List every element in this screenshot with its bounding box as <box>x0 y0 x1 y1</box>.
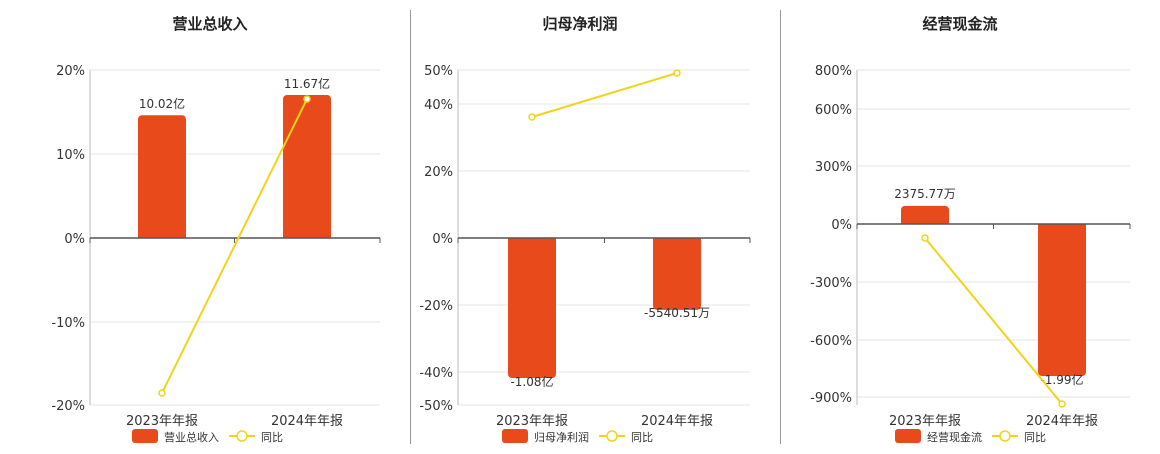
bar <box>138 115 186 238</box>
legend-bar-swatch <box>502 429 528 443</box>
y-tick-label: -600% <box>810 334 852 349</box>
y-tick-label: 20% <box>424 165 453 180</box>
legend-bar-swatch <box>132 429 158 443</box>
y-tick-label: 600% <box>815 103 852 118</box>
panel-divider <box>780 10 781 444</box>
bar <box>653 238 701 310</box>
y-tick-label: 20% <box>56 64 85 79</box>
chart-title: 归母净利润 <box>542 15 617 33</box>
bar <box>1038 224 1086 376</box>
y-tick-label: 50% <box>424 64 453 79</box>
legend-line-marker <box>236 430 248 442</box>
y-tick-label: 300% <box>815 160 852 175</box>
bar-value-label: 10.02亿 <box>139 96 185 111</box>
bar-value-label: 11.67亿 <box>284 76 330 91</box>
x-category-label: 2024年年报 <box>271 414 343 429</box>
chart-title: 经营现金流 <box>922 15 997 33</box>
panel-divider <box>410 10 411 444</box>
bar-base <box>508 238 556 244</box>
legend-line-label: 同比 <box>1024 431 1046 444</box>
yoy-point <box>921 234 929 242</box>
bar-value-label: 2375.77万 <box>894 187 956 201</box>
y-tick-label: 0% <box>432 232 453 247</box>
y-tick-label: 0% <box>64 232 85 247</box>
legend-bar-swatch <box>895 429 921 443</box>
legend-bar-label: 营业总收入 <box>164 430 219 444</box>
yoy-point <box>158 389 166 397</box>
x-category-label: 2023年年报 <box>889 414 961 429</box>
yoy-line <box>924 237 1063 405</box>
y-tick-label: -20% <box>51 399 85 414</box>
bar-base <box>1038 224 1086 230</box>
legend-line-marker <box>999 430 1011 442</box>
yoy-point <box>303 95 311 103</box>
yoy-line <box>531 72 678 118</box>
x-category-label: 2024年年报 <box>1026 414 1098 429</box>
bar-base <box>653 238 701 244</box>
chart-title: 营业总收入 <box>172 15 247 33</box>
y-tick-label: 800% <box>815 64 852 79</box>
bar-value-label: -5540.51万 <box>644 306 710 320</box>
bar <box>283 95 331 238</box>
x-category-label: 2024年年报 <box>641 414 713 429</box>
y-tick-label: -20% <box>419 299 453 314</box>
bar-base <box>283 232 331 238</box>
y-tick-label: -300% <box>810 276 852 291</box>
x-category-label: 2023年年报 <box>126 414 198 429</box>
y-tick-label: -10% <box>51 316 85 331</box>
bar-base <box>138 232 186 238</box>
bar <box>508 238 556 378</box>
bar-value-label: -1.08亿 <box>510 374 553 389</box>
y-tick-label: 0% <box>831 218 852 233</box>
yoy-line <box>161 98 308 394</box>
y-tick-label: -900% <box>810 391 852 406</box>
y-tick-label: 10% <box>56 148 85 163</box>
bar-value-label: -1.99亿 <box>1040 372 1083 387</box>
yoy-point <box>673 69 681 77</box>
legend-line-marker <box>606 430 618 442</box>
y-tick-label: 40% <box>424 98 453 113</box>
bar-base <box>901 218 949 224</box>
legend-bar-label: 经营现金流 <box>927 430 982 444</box>
legend-line-label: 同比 <box>261 431 283 444</box>
y-tick-label: -40% <box>419 366 453 381</box>
yoy-point <box>1058 400 1066 408</box>
y-tick-label: -50% <box>419 399 453 414</box>
legend-line-label: 同比 <box>631 431 653 444</box>
x-category-label: 2023年年报 <box>496 414 568 429</box>
legend-bar-label: 归母净利润 <box>534 430 589 444</box>
yoy-point <box>528 113 536 121</box>
